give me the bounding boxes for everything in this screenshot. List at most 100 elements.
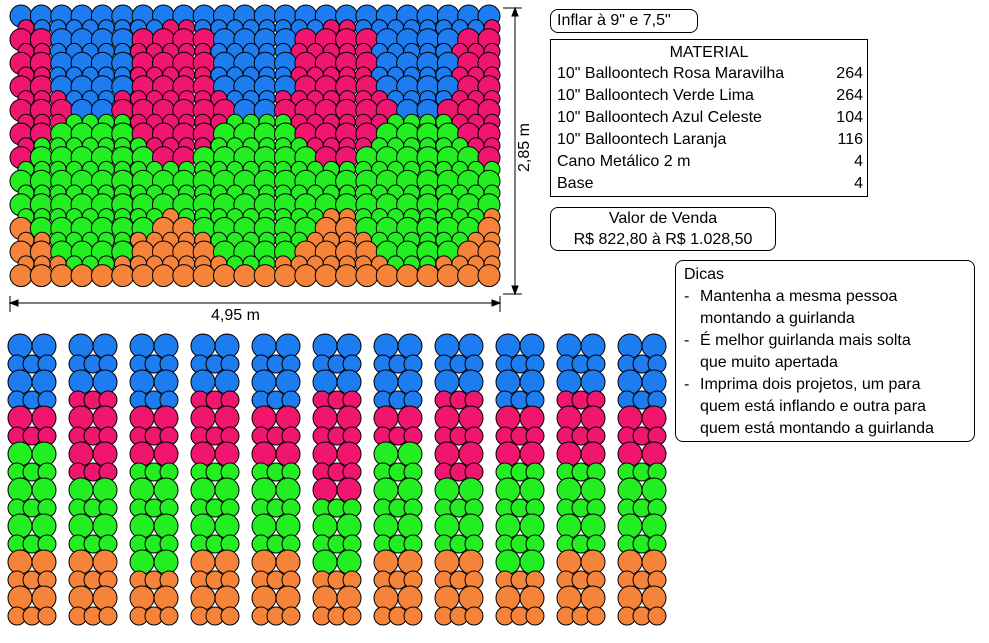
- material-name: 10" Balloontech Azul Celeste: [557, 109, 762, 126]
- column-balloon: [251, 333, 277, 359]
- column-balloon: [519, 477, 545, 503]
- column-balloon: [495, 549, 521, 575]
- column-balloon: [129, 585, 155, 611]
- column-balloon: [275, 333, 301, 359]
- panel-balloon: [172, 264, 196, 288]
- panel-balloon: [90, 264, 114, 288]
- column-balloon: [190, 585, 216, 611]
- column-balloon: [214, 369, 240, 395]
- material-row: Base 4: [557, 173, 863, 195]
- panel-balloon: [274, 264, 298, 288]
- column-balloon: [92, 405, 118, 431]
- column-balloon: [397, 441, 423, 467]
- material-qty: 264: [836, 65, 863, 82]
- column-balloon: [31, 441, 57, 467]
- column-balloon: [92, 513, 118, 539]
- column-balloon: [458, 477, 484, 503]
- column-balloon: [7, 369, 33, 395]
- column-balloon: [434, 585, 460, 611]
- column-balloon: [641, 441, 667, 467]
- column-balloon: [68, 585, 94, 611]
- material-qty: 264: [836, 87, 863, 104]
- material-name: 10" Balloontech Verde Lima: [557, 87, 754, 104]
- column-balloon: [275, 477, 301, 503]
- column-balloon: [312, 405, 338, 431]
- material-qty: 116: [837, 131, 863, 148]
- column-balloon: [68, 513, 94, 539]
- panel-balloon: [131, 264, 155, 288]
- column-balloon: [68, 369, 94, 395]
- column-balloon: [275, 585, 301, 611]
- column-balloon: [495, 405, 521, 431]
- column-balloon: [92, 585, 118, 611]
- material-row: 10" Balloontech Rosa Maravilha 264: [557, 63, 863, 85]
- panel-balloons: [9, 4, 501, 288]
- column-balloon: [434, 513, 460, 539]
- column-balloon: [617, 441, 643, 467]
- column-balloon: [275, 513, 301, 539]
- column-balloon: [373, 369, 399, 395]
- panel-balloon: [375, 264, 399, 288]
- column-balloon: [556, 405, 582, 431]
- panel-balloon: [457, 264, 481, 288]
- column-balloon: [464, 606, 484, 626]
- column-balloon: [556, 441, 582, 467]
- column-balloon: [312, 549, 338, 575]
- column-balloon: [31, 549, 57, 575]
- column-balloon: [458, 369, 484, 395]
- column-balloon: [251, 513, 277, 539]
- column-balloon: [495, 585, 521, 611]
- material-qty: 4: [854, 175, 863, 192]
- column-balloon: [275, 369, 301, 395]
- column-balloon: [251, 405, 277, 431]
- tip-marker: -: [684, 332, 690, 349]
- column-balloon: [68, 477, 94, 503]
- panel-balloon: [355, 264, 379, 288]
- panel-balloon: [314, 264, 338, 288]
- column-balloon: [580, 405, 606, 431]
- column-balloon: [275, 549, 301, 575]
- material-list: 10" Balloontech Rosa Maravilha 264 10" Ba…: [557, 63, 863, 195]
- column-balloon: [519, 333, 545, 359]
- column-balloon: [519, 441, 545, 467]
- column-balloon: [7, 513, 33, 539]
- column-balloon: [7, 441, 33, 467]
- column-balloon: [495, 477, 521, 503]
- column-balloon: [190, 405, 216, 431]
- column-balloon: [129, 549, 155, 575]
- tip-line: Mantenha a mesma pessoa: [700, 288, 898, 305]
- material-title: MATERIAL: [669, 44, 749, 61]
- panel-balloon: [253, 264, 277, 288]
- column-balloon: [336, 549, 362, 575]
- column-balloon: [281, 606, 301, 626]
- tip-marker: -: [684, 288, 690, 305]
- column-balloon: [312, 369, 338, 395]
- column-balloon: [458, 549, 484, 575]
- panel-balloon: [192, 264, 216, 288]
- column-balloon: [458, 513, 484, 539]
- tip-item: - Imprima dois projetos, um para quem es…: [684, 374, 974, 440]
- tips-box: Dicas - Mantenha a mesma pessoa montando…: [675, 260, 975, 442]
- balloon-wall-panel: [8, 4, 522, 312]
- column-balloon: [7, 477, 33, 503]
- tip-line: É melhor guirlanda mais solta: [700, 332, 911, 349]
- column-balloon: [641, 405, 667, 431]
- price-title: Valor de Venda: [608, 210, 718, 227]
- material-name: 10" Balloontech Laranja: [557, 131, 727, 148]
- column-balloon: [336, 333, 362, 359]
- column-balloon: [92, 369, 118, 395]
- height-label: 2,85 m: [516, 123, 533, 172]
- column-balloon: [153, 405, 179, 431]
- column-balloon: [434, 549, 460, 575]
- column-balloon: [519, 513, 545, 539]
- column-balloon: [92, 549, 118, 575]
- column-balloon: [31, 513, 57, 539]
- column-balloon: [373, 585, 399, 611]
- column-balloon: [312, 441, 338, 467]
- column-balloon: [129, 513, 155, 539]
- column-balloon: [397, 513, 423, 539]
- column-balloon: [68, 441, 94, 467]
- panel-balloon: [396, 264, 420, 288]
- column-balloon: [153, 441, 179, 467]
- column-balloon: [495, 333, 521, 359]
